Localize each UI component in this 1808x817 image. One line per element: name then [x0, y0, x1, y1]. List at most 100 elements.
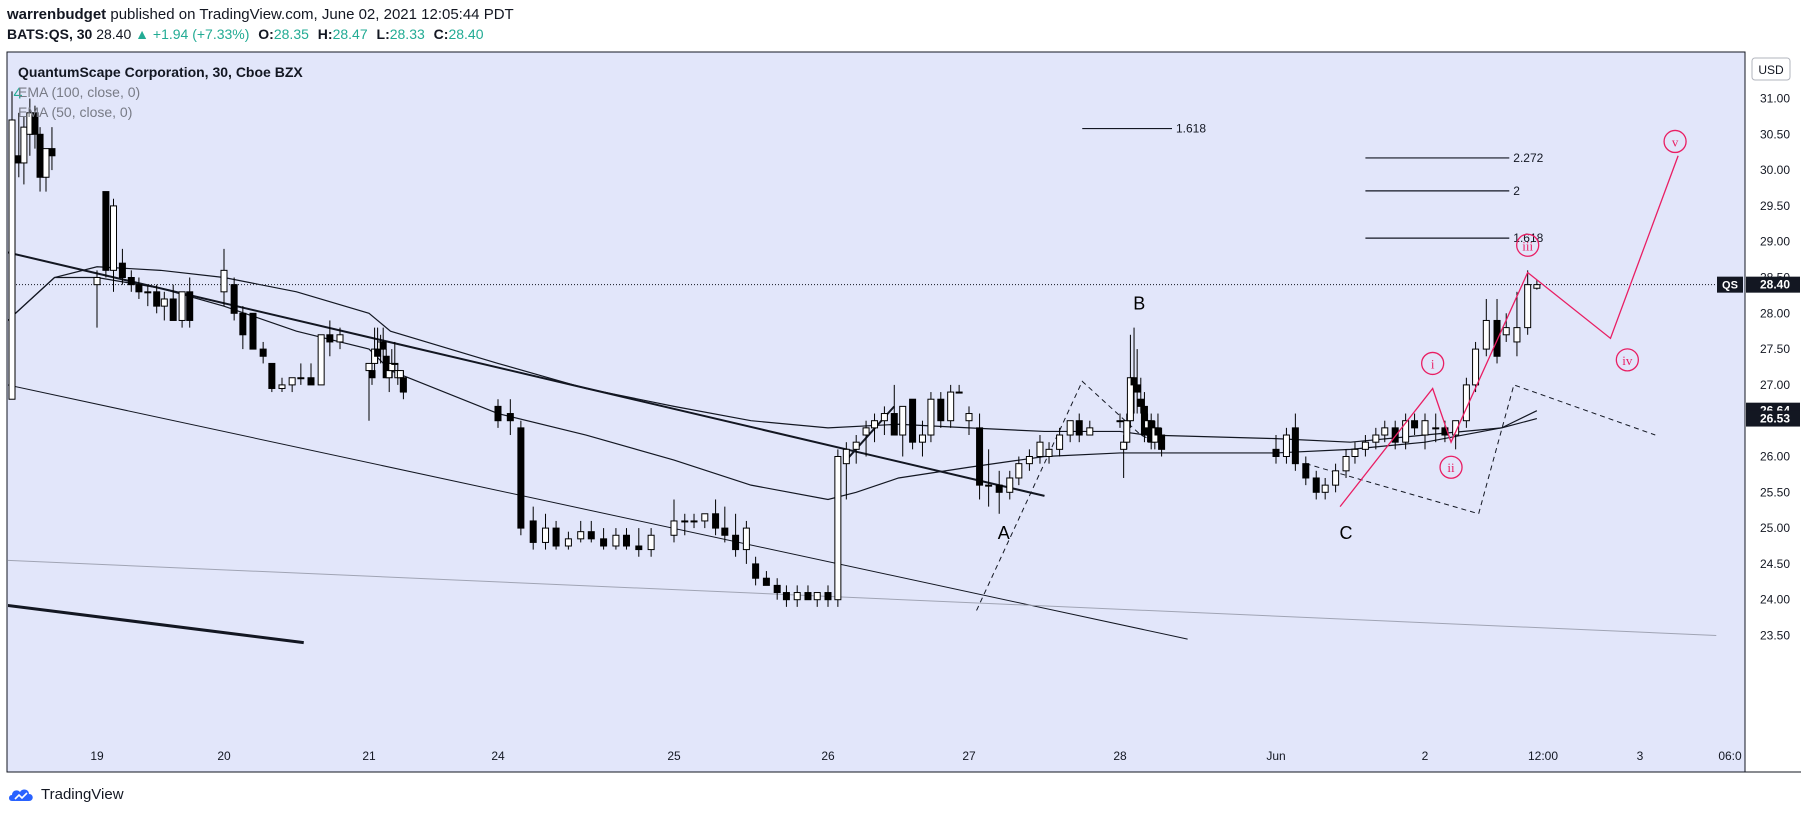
candle[interactable]: [587, 520, 595, 543]
candle[interactable]: [1282, 427, 1290, 464]
candle[interactable]: [701, 513, 709, 529]
candle[interactable]: [1066, 420, 1074, 443]
candle[interactable]: [622, 528, 630, 550]
dashed-projection[interactable]: [1305, 384, 1656, 515]
candle[interactable]: [742, 520, 750, 564]
candle[interactable]: [1482, 298, 1490, 357]
candle[interactable]: [1272, 435, 1280, 464]
candle[interactable]: [564, 531, 572, 550]
candle[interactable]: [1391, 420, 1399, 450]
candle[interactable]: [681, 513, 689, 536]
wave-label-circle[interactable]: ii: [1439, 455, 1463, 479]
candle[interactable]: [1332, 463, 1340, 493]
trend-line[interactable]: [8, 384, 1188, 640]
candle[interactable]: [1381, 420, 1389, 443]
candle[interactable]: [842, 442, 850, 500]
candle[interactable]: [1372, 427, 1380, 450]
wave-label[interactable]: A: [998, 523, 1010, 543]
candle[interactable]: [1015, 456, 1023, 486]
candle[interactable]: [824, 585, 832, 607]
candle[interactable]: [1133, 349, 1141, 414]
candle[interactable]: [186, 277, 194, 328]
candle[interactable]: [1056, 427, 1064, 457]
ema-100-line[interactable]: [8, 266, 1538, 443]
candle[interactable]: [852, 435, 860, 464]
candle[interactable]: [135, 277, 143, 299]
wave-label[interactable]: B: [1133, 294, 1145, 314]
candle[interactable]: [899, 405, 907, 457]
candle[interactable]: [542, 513, 550, 550]
candle[interactable]: [871, 413, 879, 443]
candle[interactable]: [1361, 435, 1369, 457]
candle[interactable]: [268, 362, 276, 393]
candle[interactable]: [976, 413, 984, 500]
candle[interactable]: [220, 248, 228, 307]
candle[interactable]: [379, 327, 387, 357]
candle[interactable]: [1123, 413, 1131, 450]
candle[interactable]: [1086, 420, 1094, 436]
trend-line[interactable]: [8, 559, 1717, 636]
candle[interactable]: [326, 320, 334, 357]
candle[interactable]: [773, 578, 781, 600]
candle[interactable]: [1137, 377, 1145, 414]
candle[interactable]: [752, 556, 760, 586]
candle[interactable]: [793, 585, 801, 607]
candle[interactable]: [1524, 270, 1532, 335]
candle[interactable]: [1493, 298, 1501, 364]
candle[interactable]: [169, 284, 177, 321]
candle[interactable]: [1045, 442, 1053, 464]
candle[interactable]: [127, 270, 135, 292]
candle[interactable]: [160, 291, 168, 321]
candle[interactable]: [1312, 470, 1320, 500]
dashed-projection[interactable]: [976, 380, 1157, 611]
candle[interactable]: [721, 506, 729, 543]
candle[interactable]: [297, 363, 305, 385]
wave-label[interactable]: 4: [13, 86, 22, 103]
candle[interactable]: [307, 363, 315, 386]
candle[interactable]: [782, 585, 790, 607]
candle[interactable]: [965, 406, 973, 436]
candle[interactable]: [1502, 313, 1510, 342]
candle[interactable]: [804, 585, 812, 601]
candle[interactable]: [288, 377, 296, 393]
candle[interactable]: [927, 392, 935, 443]
candle[interactable]: [8, 91, 16, 400]
candle[interactable]: [118, 248, 126, 285]
candle[interactable]: [1402, 413, 1410, 450]
candle[interactable]: [890, 384, 898, 436]
wave-label-circle[interactable]: iii: [1516, 233, 1540, 257]
candle[interactable]: [239, 306, 247, 350]
candle[interactable]: [834, 449, 842, 607]
candle[interactable]: [813, 592, 821, 607]
candle[interactable]: [1351, 442, 1359, 464]
candle[interactable]: [670, 499, 678, 543]
candle[interactable]: [937, 392, 945, 428]
candle[interactable]: [918, 420, 926, 457]
candle[interactable]: [48, 127, 56, 171]
candle[interactable]: [336, 327, 344, 350]
wave-label-circle[interactable]: iv: [1615, 348, 1639, 372]
candle[interactable]: [230, 277, 238, 321]
candle[interactable]: [995, 470, 1003, 514]
candle[interactable]: [955, 384, 963, 394]
wave-label[interactable]: C: [1340, 523, 1353, 543]
candle[interactable]: [110, 198, 118, 292]
candle[interactable]: [1116, 413, 1124, 428]
candle[interactable]: [762, 571, 770, 586]
candle[interactable]: [1075, 413, 1083, 443]
chart-pane[interactable]: [6, 51, 1746, 773]
wave-label-circle[interactable]: v: [1663, 129, 1687, 154]
ema-100-label[interactable]: EMA (100, close, 0): [18, 84, 141, 100]
candle[interactable]: [249, 312, 257, 350]
candle[interactable]: [102, 191, 110, 278]
elliott-wave-path[interactable]: [1339, 155, 1679, 508]
candle[interactable]: [647, 528, 655, 557]
tradingview-brand[interactable]: TradingView: [7, 786, 124, 803]
candle[interactable]: [635, 528, 643, 557]
candle[interactable]: [506, 399, 514, 436]
candle[interactable]: [985, 449, 993, 507]
candle[interactable]: [1006, 470, 1014, 500]
candle[interactable]: [690, 513, 698, 529]
candle[interactable]: [612, 528, 620, 550]
candle[interactable]: [317, 334, 325, 386]
